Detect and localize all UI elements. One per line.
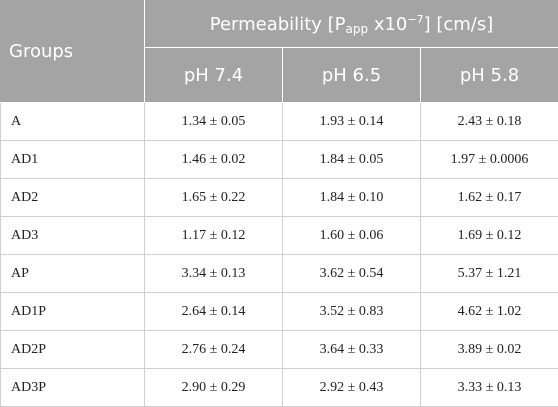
value-cell: 2.92 ± 0.43 [283,369,421,407]
value-cell: 1.69 ± 0.12 [421,217,558,255]
permeability-label-pre: Permeability [P [210,14,346,35]
permeability-label-mid: x10 [368,14,407,35]
value-cell: 1.84 ± 0.10 [283,179,421,217]
value-cell: 1.62 ± 0.17 [421,179,558,217]
permeability-label-sub: app [346,22,369,36]
groups-column-header: Groups [1,1,145,103]
header-row-top: Groups Permeability [Papp x10−7] [cm/s] [1,1,558,48]
permeability-header: Permeability [Papp x10−7] [cm/s] [145,1,558,48]
value-cell: 3.34 ± 0.13 [145,255,283,293]
permeability-label-sup: −7 [407,13,423,26]
value-cell: 3.62 ± 0.54 [283,255,421,293]
value-cell: 3.89 ± 0.02 [421,331,558,369]
ph-column-header: pH 5.8 [421,48,558,103]
value-cell: 3.64 ± 0.33 [283,331,421,369]
group-cell: AD2P [1,331,145,369]
group-cell: AP [1,255,145,293]
value-cell: 1.93 ± 0.14 [283,103,421,141]
group-cell: AD2 [1,179,145,217]
value-cell: 4.62 ± 1.02 [421,293,558,331]
table-header: Groups Permeability [Papp x10−7] [cm/s] … [1,1,558,103]
group-cell: AD3 [1,217,145,255]
value-cell: 2.90 ± 0.29 [145,369,283,407]
value-cell: 1.65 ± 0.22 [145,179,283,217]
value-cell: 2.64 ± 0.14 [145,293,283,331]
value-cell: 1.17 ± 0.12 [145,217,283,255]
ph-column-header: pH 6.5 [283,48,421,103]
value-cell: 2.43 ± 0.18 [421,103,558,141]
value-cell: 5.37 ± 1.21 [421,255,558,293]
ph-column-header: pH 7.4 [145,48,283,103]
value-cell: 2.76 ± 0.24 [145,331,283,369]
value-cell: 3.52 ± 0.83 [283,293,421,331]
permeability-label-post: ] [cm/s] [424,14,494,35]
value-cell: 1.34 ± 0.05 [145,103,283,141]
value-cell: 1.60 ± 0.06 [283,217,421,255]
value-cell: 1.97 ± 0.0006 [421,141,558,179]
group-cell: AD1 [1,141,145,179]
value-cell: 1.46 ± 0.02 [145,141,283,179]
value-cell: 3.33 ± 0.13 [421,369,558,407]
group-cell: AD3P [1,369,145,407]
value-cell: 1.84 ± 0.05 [283,141,421,179]
group-cell: A [1,103,145,141]
group-cell: AD1P [1,293,145,331]
